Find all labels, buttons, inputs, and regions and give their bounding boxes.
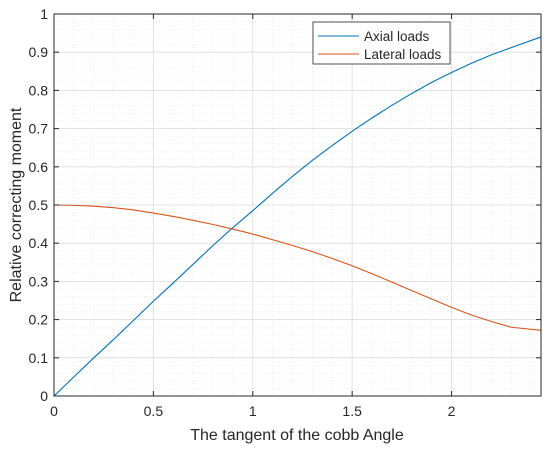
x-axis-label: The tangent of the cobb Angle: [190, 427, 404, 444]
axis-ticks: [53, 13, 541, 397]
x-tick-label: 0: [50, 403, 58, 419]
series-layer: [53, 36, 542, 397]
y-tick-label: 0: [40, 388, 48, 404]
y-tick-label: 1: [40, 6, 48, 22]
y-tick-label: 0.5: [29, 197, 49, 213]
y-tick-label: 0.1: [29, 350, 49, 366]
y-tick-label: 0.8: [29, 82, 49, 98]
y-tick-label: 0.9: [29, 44, 49, 60]
legend[interactable]: Axial loads Lateral loads: [312, 21, 451, 65]
x-tick-label: 1: [249, 403, 257, 419]
legend-box: [312, 21, 451, 65]
tick-labels: 0 0.5 1 1.5 2 0 0.1 0.2 0.3 0.4 0.5 0.6 0.7 0.8 0.9 1: [29, 6, 456, 419]
series-line-axial-loads: [53, 36, 542, 397]
y-axis-label: Relative correcting moment: [8, 107, 25, 302]
x-tick-label: 0.5: [144, 403, 164, 419]
y-tick-label: 0.2: [29, 312, 49, 328]
legend-label-axial: Axial loads: [364, 29, 430, 44]
series-line-lateral-loads: [53, 204, 542, 331]
legend-label-lateral: Lateral loads: [364, 47, 442, 62]
y-tick-label: 0.3: [29, 273, 49, 289]
y-tick-label: 0.6: [29, 159, 49, 175]
y-tick-label: 0.7: [29, 121, 49, 137]
x-tick-label: 2: [448, 403, 456, 419]
y-tick-label: 0.4: [29, 235, 49, 251]
x-tick-label: 1.5: [342, 403, 362, 419]
